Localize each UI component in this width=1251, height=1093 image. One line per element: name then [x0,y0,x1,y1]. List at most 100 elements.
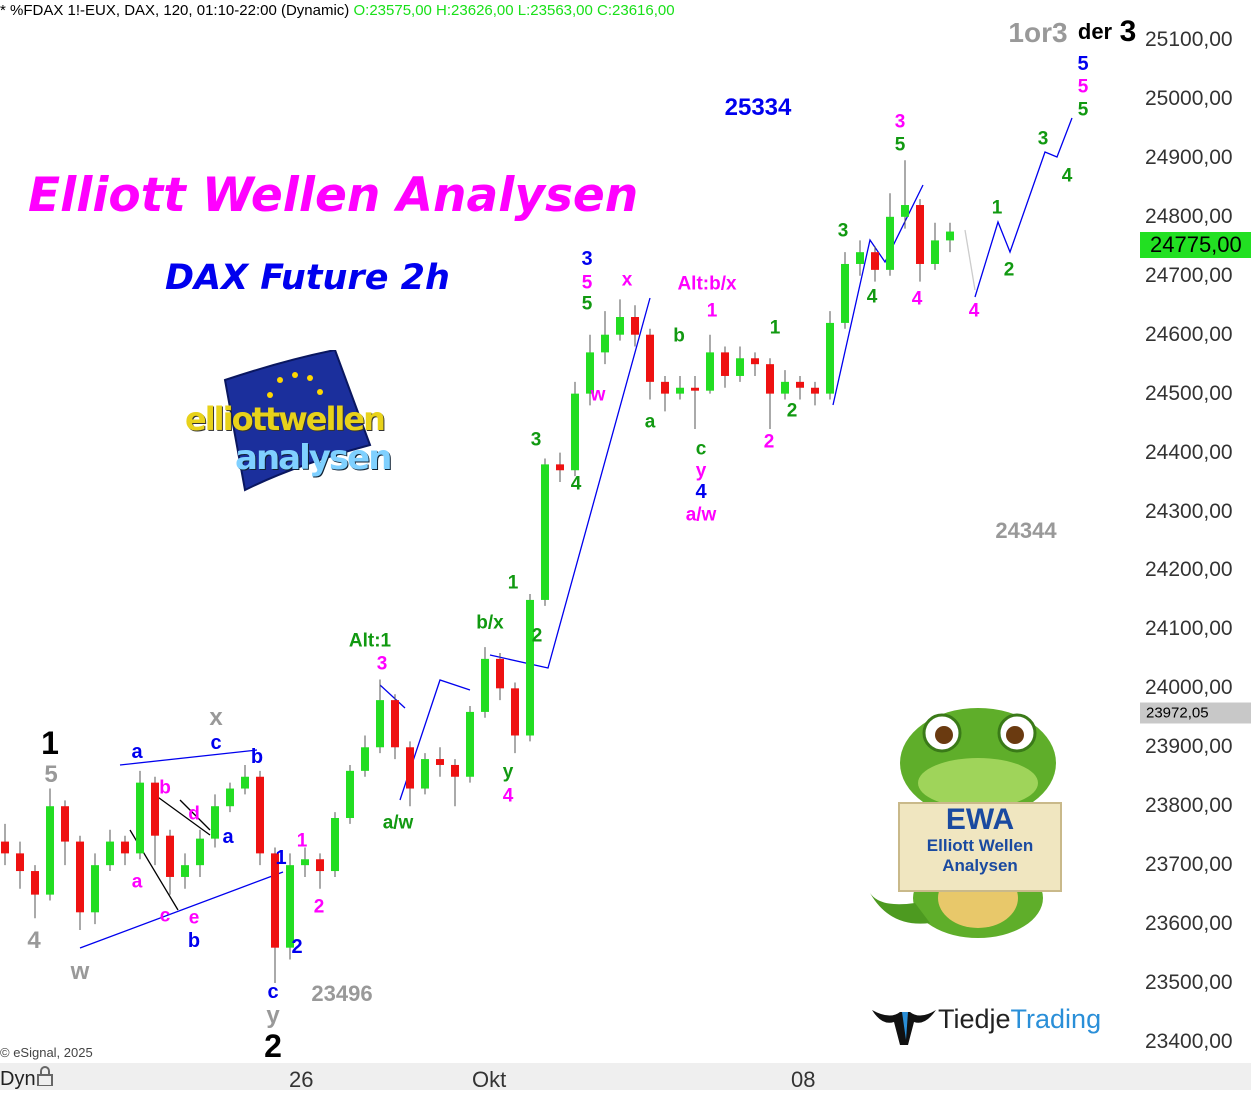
candle-body [91,865,99,913]
candle-body [106,841,114,866]
candle [736,346,744,382]
chart-header: * %FDAX 1!-EUX, DAX, 120, 01:10-22:00 (D… [0,2,675,19]
candle-body [721,352,729,376]
wave-label: w [590,384,606,406]
candle-body [331,818,339,872]
wave-line [974,117,1073,298]
candle [361,735,369,777]
candle [676,375,684,400]
wave-label: b [187,930,201,952]
flag-icon [223,348,372,492]
wave-line [154,794,211,836]
copyright: © eSignal, 2025 [0,1045,93,1060]
candle [751,352,759,376]
price-chart[interactable] [0,0,1140,1063]
wave-label: 3 [894,111,906,133]
wave-label: c [210,732,222,754]
wave-line [179,799,211,831]
candle [1,823,9,866]
wave-label: a [222,826,234,848]
y-tick: 23700,00 [1145,853,1233,877]
candle-body [16,853,24,872]
candle-body [451,764,459,777]
candle-body [826,322,834,394]
candle-body [601,334,609,353]
candle-body [841,263,849,323]
wave-label: 25334 [724,94,792,121]
wave-label: 1 [275,847,287,869]
candle-body [631,317,639,335]
candle [406,741,414,807]
y-tick: 24600,00 [1145,322,1233,346]
wave-label: 24344 [995,518,1057,543]
candle-body [436,759,444,765]
candle-body [856,252,864,264]
candle-body [346,770,354,819]
price-axis[interactable]: 25100,00 25000,00 24900,00 24800,00 24700,00… [1140,0,1251,1063]
wave-label: a/w [382,812,414,834]
wave-label: c [267,981,279,1003]
candle-body [211,806,219,839]
lock-icon[interactable] [37,1066,53,1087]
candle [511,682,519,754]
candle [121,835,129,866]
candle [796,375,804,400]
candle-body [946,231,954,241]
candle [226,782,234,813]
candle-body [586,352,594,394]
candle-body [316,859,324,872]
candle-body [571,393,579,471]
y-tick: 24900,00 [1145,145,1233,169]
candle-body [151,782,159,836]
wave-label: a/w [685,504,717,526]
candle-body [166,835,174,877]
wave-label: 2 [786,400,798,422]
y-tick: 23400,00 [1145,1029,1233,1053]
wave-label: 4 [1061,165,1073,187]
wave-label: 4 [502,785,514,807]
y-tick: 24200,00 [1145,558,1233,582]
wave-label: 3 [1119,15,1137,48]
candle [826,311,834,400]
candle-body [286,865,294,948]
wave-label: 3 [1037,128,1049,150]
y-tick: 23900,00 [1145,735,1233,759]
wave-label: x [209,704,223,731]
wave-label: 3 [376,653,388,675]
y-tick: 24800,00 [1145,204,1233,228]
wave-label: 5 [44,761,58,788]
candles [1,160,954,984]
candle-body [766,364,774,394]
wave-label: a [131,871,143,893]
wave-label: 5 [581,272,593,294]
wave-line [79,871,284,949]
candle-body [1,841,9,854]
candle [106,829,114,872]
wave-line [964,229,976,291]
candle-body [871,252,879,270]
candle-body [931,240,939,264]
candle [376,679,384,754]
candle [61,800,69,866]
candle [481,647,489,718]
x-tick: 08 [791,1067,816,1092]
wave-label: d [188,803,200,825]
candle-body [886,216,894,270]
wave-label: b [673,325,685,347]
wave-label: Alt:1 [348,630,392,652]
candle-body [691,387,699,391]
candle-body [361,747,369,771]
time-axis[interactable]: Dyn 26 Okt 08 [0,1063,1251,1092]
wave-label: 1or3 [1008,17,1068,48]
wave-label: 2 [531,625,543,647]
candle-body [391,700,399,748]
y-tick: 24500,00 [1145,381,1233,405]
wave-line [832,184,924,406]
wave-label: 5 [1077,99,1089,121]
wave-label: 1 [507,572,519,594]
candle [136,770,144,860]
candle-body [376,700,384,748]
last-price-tag: 24775,00 [1140,232,1251,258]
wave-label: 2 [264,1028,282,1064]
dyn-label: Dyn [0,1068,36,1090]
